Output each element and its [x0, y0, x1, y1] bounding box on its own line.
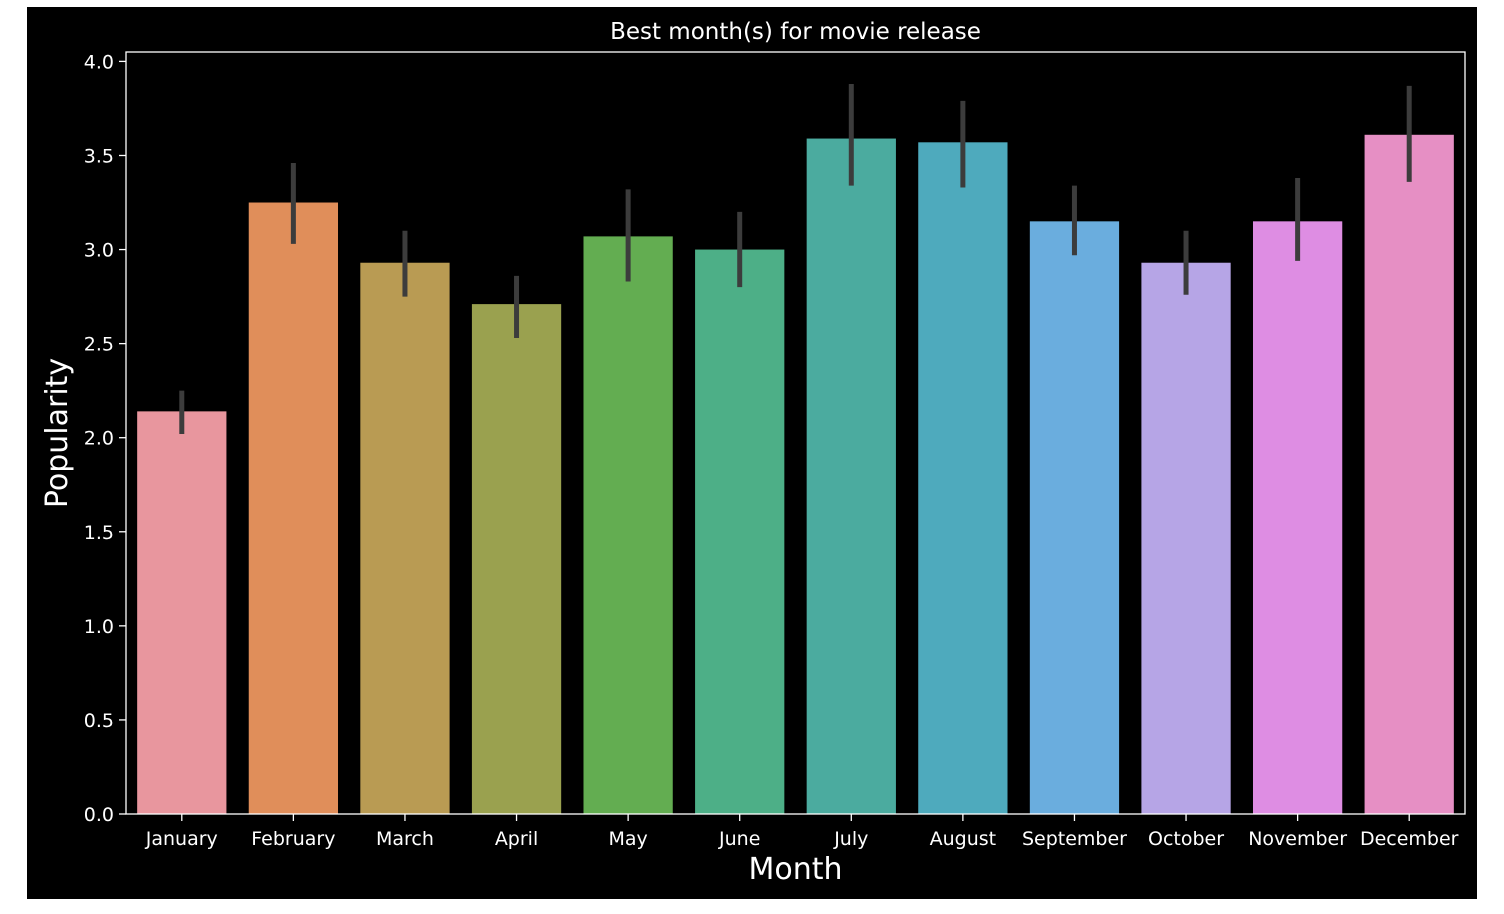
- x-tick-label-november: November: [1248, 828, 1347, 850]
- y-tick-label: 4.0: [84, 51, 114, 73]
- bar-november: [1252, 221, 1343, 815]
- x-tick-label-may: May: [608, 828, 647, 850]
- error-bars-group: [179, 83, 1412, 434]
- bar-august: [918, 142, 1008, 815]
- bar-february: [248, 202, 339, 814]
- x-tick-label-june: June: [718, 828, 760, 850]
- bar-chart: Best month(s) for movie release Month Po…: [40, 19, 1466, 887]
- y-tick-label: 1.5: [84, 522, 114, 544]
- x-tick-label-september: September: [1022, 828, 1127, 850]
- bar-march: [360, 262, 450, 814]
- y-tick-label: 0.5: [84, 710, 114, 732]
- bar-april: [471, 304, 562, 814]
- bar-september: [1029, 221, 1120, 815]
- x-axis: January February March April May June July Augu…: [145, 814, 1459, 850]
- y-tick-label: 3.0: [84, 240, 114, 262]
- x-tick-label-february: February: [251, 828, 335, 850]
- plot-frame: [125, 51, 1466, 815]
- x-tick-label-july: July: [833, 828, 868, 850]
- chart-figure: Best month(s) for movie release Month Po…: [27, 7, 1477, 899]
- y-tick-label: 2.0: [84, 428, 114, 450]
- x-tick-label-august: August: [930, 828, 997, 850]
- chart-title: Best month(s) for movie release: [610, 19, 981, 45]
- bar-december: [1364, 134, 1454, 815]
- y-tick-label: 2.5: [84, 334, 114, 356]
- x-tick-label-march: March: [376, 828, 434, 850]
- y-tick-label: 3.5: [84, 145, 114, 167]
- x-tick-label-december: December: [1360, 828, 1459, 850]
- bar-january: [137, 411, 227, 814]
- y-tick-label: 1.0: [84, 616, 114, 638]
- y-axis-label: Popularity: [40, 358, 75, 508]
- x-tick-label-april: April: [495, 828, 538, 850]
- x-tick-label-october: October: [1148, 828, 1224, 850]
- x-tick-label-january: January: [145, 828, 218, 850]
- x-axis-label: Month: [748, 852, 842, 887]
- bar-may: [583, 236, 673, 814]
- bar-july: [806, 138, 896, 814]
- bar-june: [695, 249, 785, 815]
- y-axis: 0.0 0.5 1.0 1.5 2.0 2.5 3.0 3.5 4.0: [84, 51, 126, 826]
- bar-october: [1141, 262, 1231, 814]
- bars-group: [137, 134, 1454, 815]
- y-tick-label: 0.0: [84, 804, 114, 826]
